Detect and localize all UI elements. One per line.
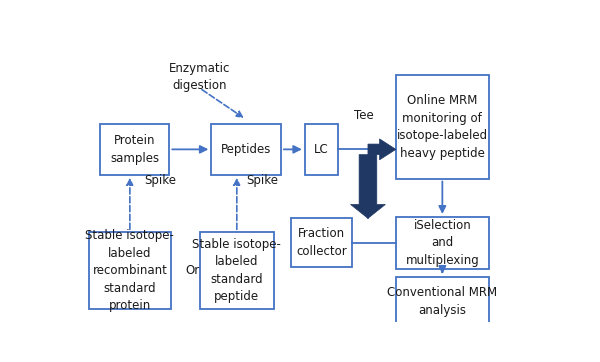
- Polygon shape: [368, 139, 396, 160]
- Text: iSelection
and
multiplexing: iSelection and multiplexing: [406, 219, 479, 267]
- FancyBboxPatch shape: [200, 232, 274, 309]
- FancyBboxPatch shape: [396, 217, 489, 269]
- FancyBboxPatch shape: [211, 123, 281, 175]
- Text: LC: LC: [314, 143, 329, 156]
- FancyBboxPatch shape: [291, 218, 352, 267]
- Text: Tee: Tee: [355, 109, 374, 122]
- FancyBboxPatch shape: [396, 76, 489, 178]
- Text: Peptides: Peptides: [221, 143, 271, 156]
- FancyBboxPatch shape: [100, 123, 169, 175]
- FancyBboxPatch shape: [305, 123, 338, 175]
- Text: Spike: Spike: [246, 173, 278, 186]
- Text: Fraction
collector: Fraction collector: [296, 227, 347, 258]
- Polygon shape: [350, 155, 385, 218]
- Text: Protein
samples: Protein samples: [110, 134, 159, 165]
- FancyBboxPatch shape: [89, 232, 170, 309]
- Text: Or: Or: [185, 264, 199, 277]
- Text: Conventional MRM
analysis: Conventional MRM analysis: [387, 286, 497, 316]
- Text: Spike: Spike: [144, 173, 176, 186]
- Text: Stable isotope-
labeled
recombinant
standard
protein: Stable isotope- labeled recombinant stan…: [85, 229, 175, 312]
- FancyBboxPatch shape: [396, 277, 489, 326]
- Text: Online MRM
monitoring of
isotope-labeled
heavy peptide: Online MRM monitoring of isotope-labeled…: [397, 94, 488, 160]
- Text: Enzymatic
digestion: Enzymatic digestion: [169, 62, 230, 92]
- Text: Stable isotope-
labeled
standard
peptide: Stable isotope- labeled standard peptide: [193, 238, 281, 303]
